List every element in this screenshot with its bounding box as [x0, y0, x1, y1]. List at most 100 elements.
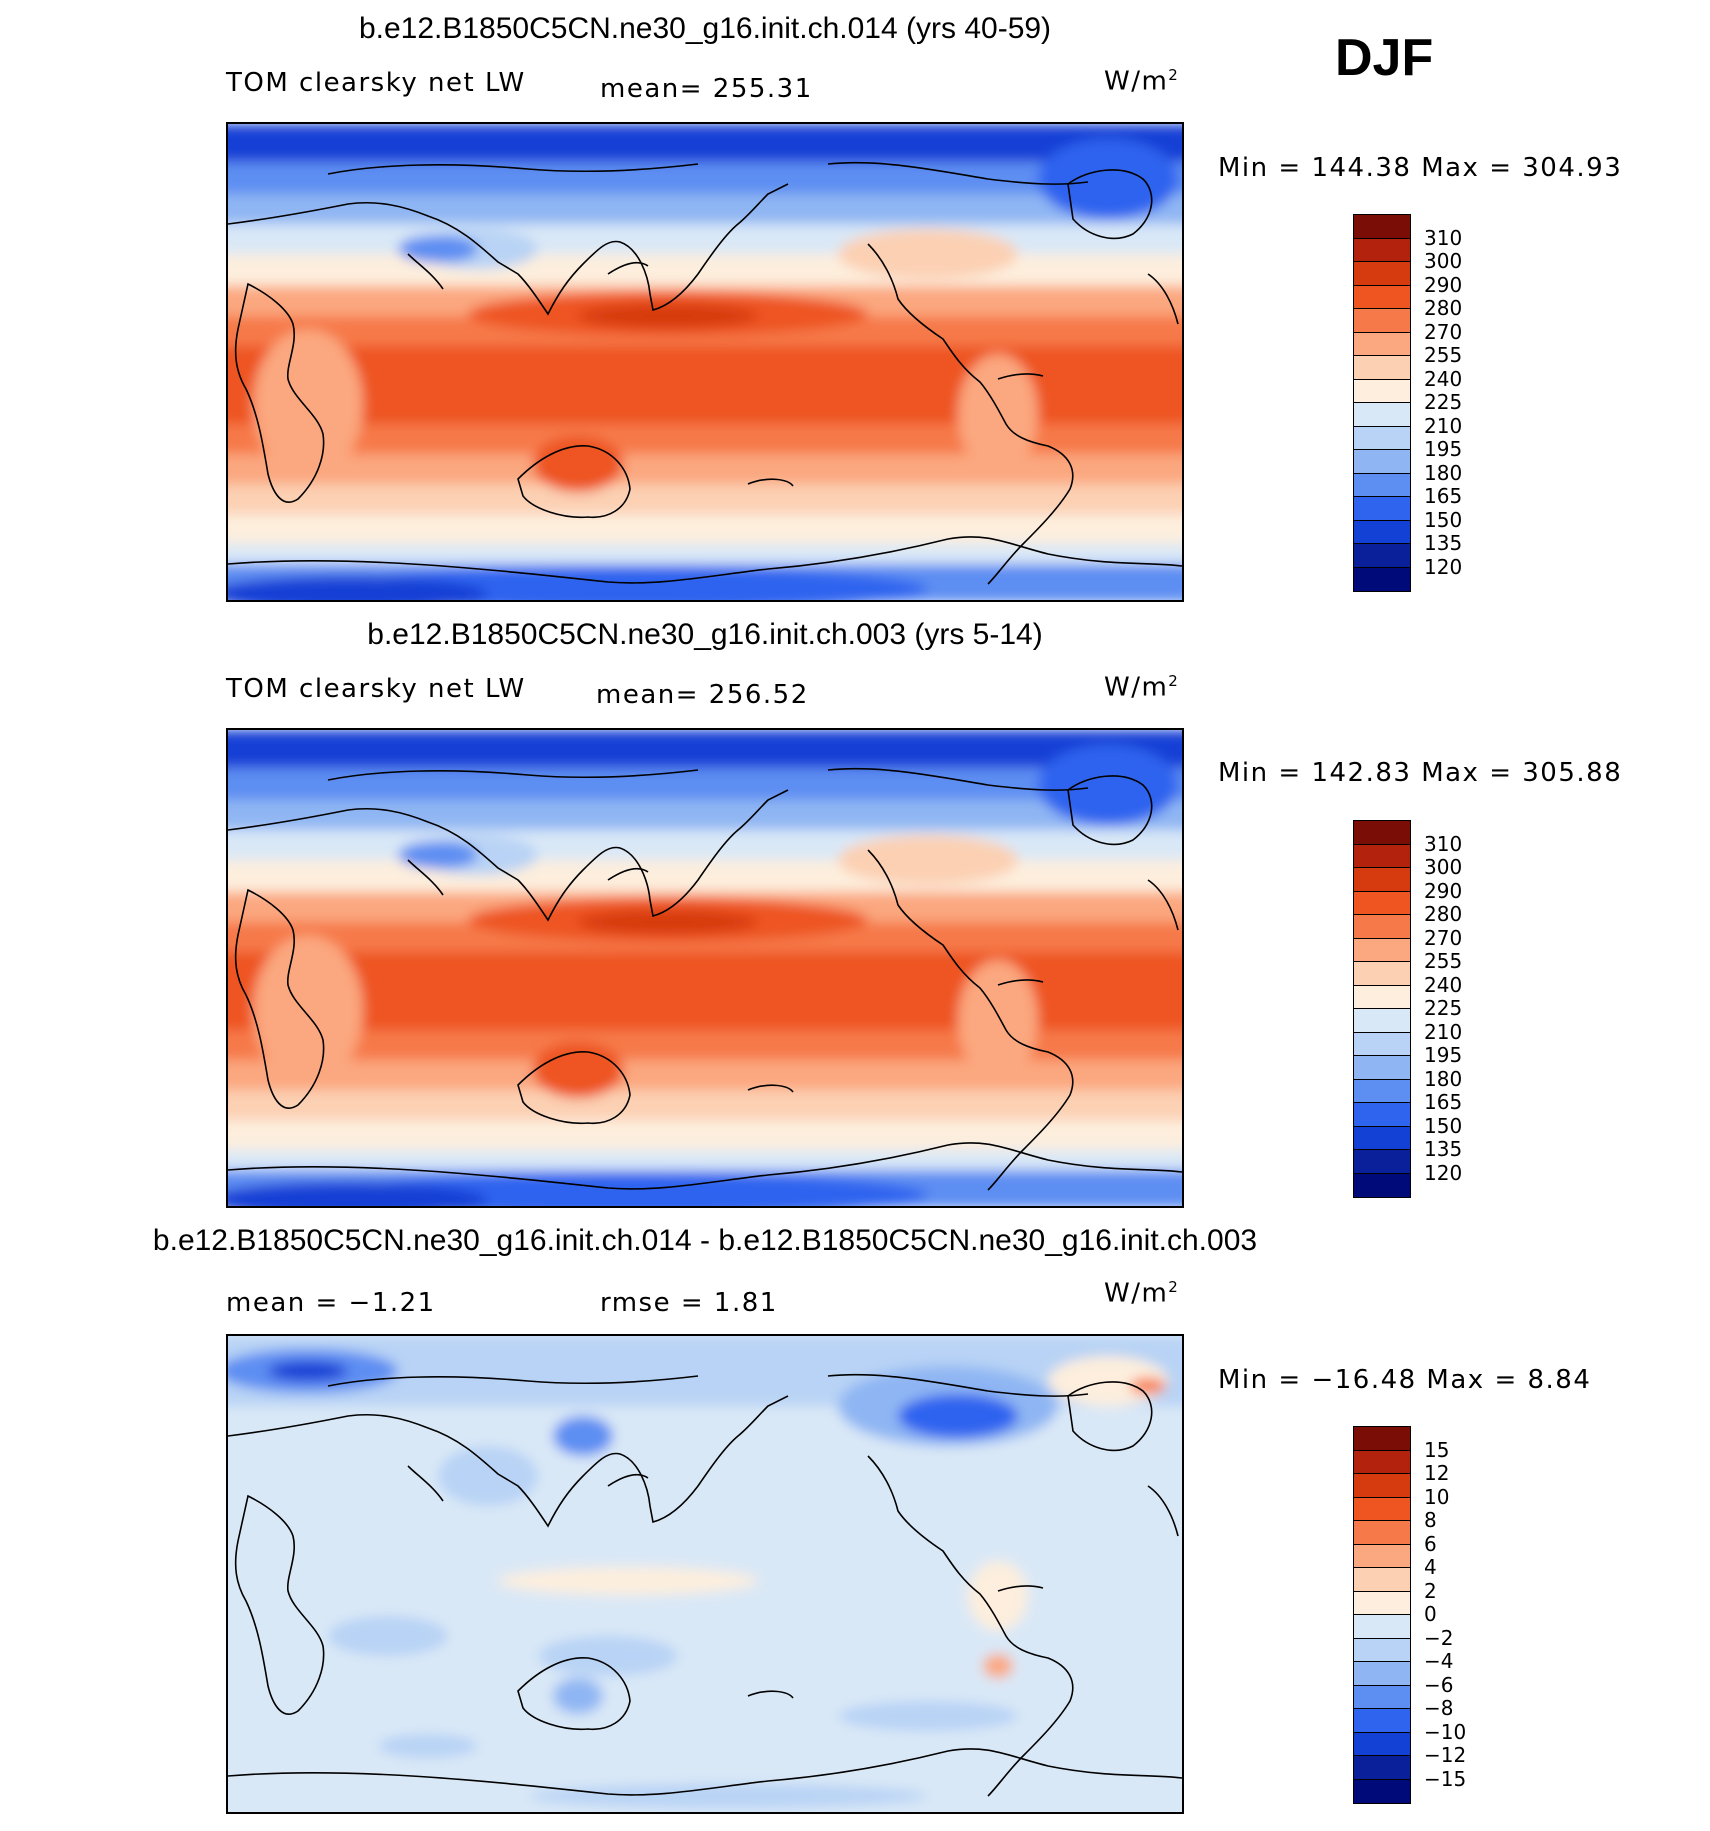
- colorbar-tick-label: −4: [1424, 1649, 1454, 1673]
- contour-blob: [578, 304, 758, 328]
- contour-band: [228, 768, 1182, 802]
- colorbar-swatch: [1354, 938, 1410, 962]
- contour-blob: [958, 354, 1038, 474]
- panel3-colorbar: [1353, 1426, 1411, 1804]
- colorbar-tick-label: 195: [1424, 437, 1463, 461]
- colorbar-tick-label: 8: [1424, 1508, 1437, 1532]
- colorbar-swatch: [1354, 1079, 1410, 1103]
- contour-band: [228, 730, 1182, 770]
- contour-blob: [528, 1784, 928, 1808]
- coastline-path: [228, 789, 789, 922]
- colorbar-tick-label: 255: [1424, 343, 1463, 367]
- panel2-map: [226, 728, 1184, 1208]
- colorbar-tick-label: 290: [1424, 878, 1463, 903]
- panel1-minmax: Min = 144.38 Max = 304.93: [1218, 153, 1623, 183]
- panel2-title: b.e12.B1850C5CN.ne30_g16.init.ch.003 (yr…: [367, 618, 1043, 651]
- panel2-units: W/m2: [1104, 672, 1180, 703]
- colorbar-tick-label: 310: [1424, 831, 1463, 856]
- contour-blob: [898, 1394, 1018, 1438]
- colorbar-swatch: [1354, 1615, 1410, 1639]
- colorbar-tick-label: 135: [1424, 1137, 1463, 1161]
- contour-blob: [533, 436, 623, 492]
- contour-blob: [438, 1446, 538, 1506]
- colorbar-swatch: [1354, 215, 1410, 239]
- contour-blob: [538, 1636, 678, 1676]
- contour-band: [228, 254, 1182, 288]
- coastline-path: [228, 183, 789, 316]
- contour-blob: [1130, 1378, 1166, 1394]
- colorbar-tick-label: −12: [1424, 1743, 1467, 1767]
- colorbar-tick-label: 210: [1424, 413, 1463, 438]
- coastline-path: [607, 868, 649, 881]
- coastline-path: [997, 979, 1044, 986]
- colorbar-swatch: [1354, 1521, 1410, 1545]
- contour-blob: [398, 235, 478, 263]
- colorbar-swatch: [1354, 962, 1410, 986]
- panel3-title: b.e12.B1850C5CN.ne30_g16.init.ch.014 - b…: [152, 1224, 1258, 1257]
- colorbar-tick-label: 6: [1424, 1531, 1437, 1556]
- colorbar-tick-label: 270: [1424, 319, 1463, 344]
- colorbar-swatch: [1354, 1032, 1410, 1056]
- colorbar-swatch: [1354, 844, 1410, 868]
- colorbar-tick-label: 195: [1424, 1043, 1463, 1067]
- coastline-path: [327, 1375, 699, 1387]
- colorbar-swatch: [1354, 1591, 1410, 1615]
- contour-blob: [983, 1654, 1013, 1678]
- contour-band: [228, 1150, 1182, 1172]
- coastline-path: [997, 373, 1044, 380]
- coastline-path: [747, 478, 794, 487]
- colorbar-swatch: [1354, 985, 1410, 1009]
- coastline-path: [1147, 1485, 1179, 1537]
- colorbar-swatch: [1354, 1638, 1410, 1662]
- colorbar-tick-label: −8: [1424, 1696, 1454, 1720]
- colorbar-swatch: [1354, 262, 1410, 286]
- coastline-path: [517, 445, 631, 519]
- contour-band: [228, 992, 1182, 1032]
- coastline-path: [517, 1051, 631, 1125]
- contour-band: [228, 1090, 1182, 1122]
- panel3-rmse: rmse = 1.81: [600, 1288, 778, 1318]
- colorbar-swatch: [1354, 1173, 1410, 1197]
- colorbar-tick-label: 240: [1424, 366, 1463, 391]
- colorbar-tick-label: 180: [1424, 460, 1463, 485]
- colorbar-tick-label: 300: [1424, 855, 1463, 879]
- coastline-path: [1147, 879, 1179, 931]
- panel1-units: W/m2: [1104, 66, 1180, 97]
- colorbar-tick-label: 150: [1424, 1113, 1463, 1138]
- colorbar-swatch: [1354, 497, 1410, 521]
- contour-band: [228, 162, 1182, 196]
- contour-blob: [553, 1416, 613, 1456]
- colorbar-tick-label: −15: [1424, 1766, 1467, 1791]
- coastline-path: [234, 888, 325, 1109]
- panel1-variable: TOM clearsky net LW: [226, 68, 526, 98]
- colorbar-swatch: [1354, 1450, 1410, 1474]
- contour-band: [228, 424, 1182, 456]
- colorbar-tick-label: −10: [1424, 1719, 1467, 1744]
- colorbar-swatch: [1354, 891, 1410, 915]
- coastline-path: [867, 1455, 1074, 1797]
- contour-field: [228, 124, 1182, 600]
- coastline-path: [234, 1494, 325, 1715]
- colorbar-swatch: [1354, 1150, 1410, 1174]
- coastline-path: [228, 1748, 1182, 1796]
- coastline-path: [234, 282, 325, 503]
- colorbar-swatch: [1354, 1126, 1410, 1150]
- coastline-path: [867, 243, 1074, 585]
- colorbar-tick-label: −6: [1424, 1672, 1454, 1697]
- colorbar-tick-label: 290: [1424, 272, 1463, 297]
- contour-blob: [578, 910, 758, 934]
- contour-band: [228, 194, 1182, 226]
- colorbar-tick-label: 300: [1424, 249, 1463, 273]
- coastlines: [228, 1373, 1182, 1797]
- coastline-path: [607, 262, 649, 275]
- contour-band: [228, 830, 1182, 862]
- contour-band: [228, 1120, 1182, 1152]
- map-svg: [228, 124, 1182, 600]
- contour-blob: [268, 1361, 348, 1381]
- colorbar-swatch: [1354, 1474, 1410, 1498]
- contour-blob: [228, 1182, 488, 1206]
- contour-blob: [498, 1567, 758, 1595]
- contour-band: [228, 454, 1182, 486]
- contour-blob: [253, 935, 363, 1085]
- contour-blob: [838, 835, 1018, 885]
